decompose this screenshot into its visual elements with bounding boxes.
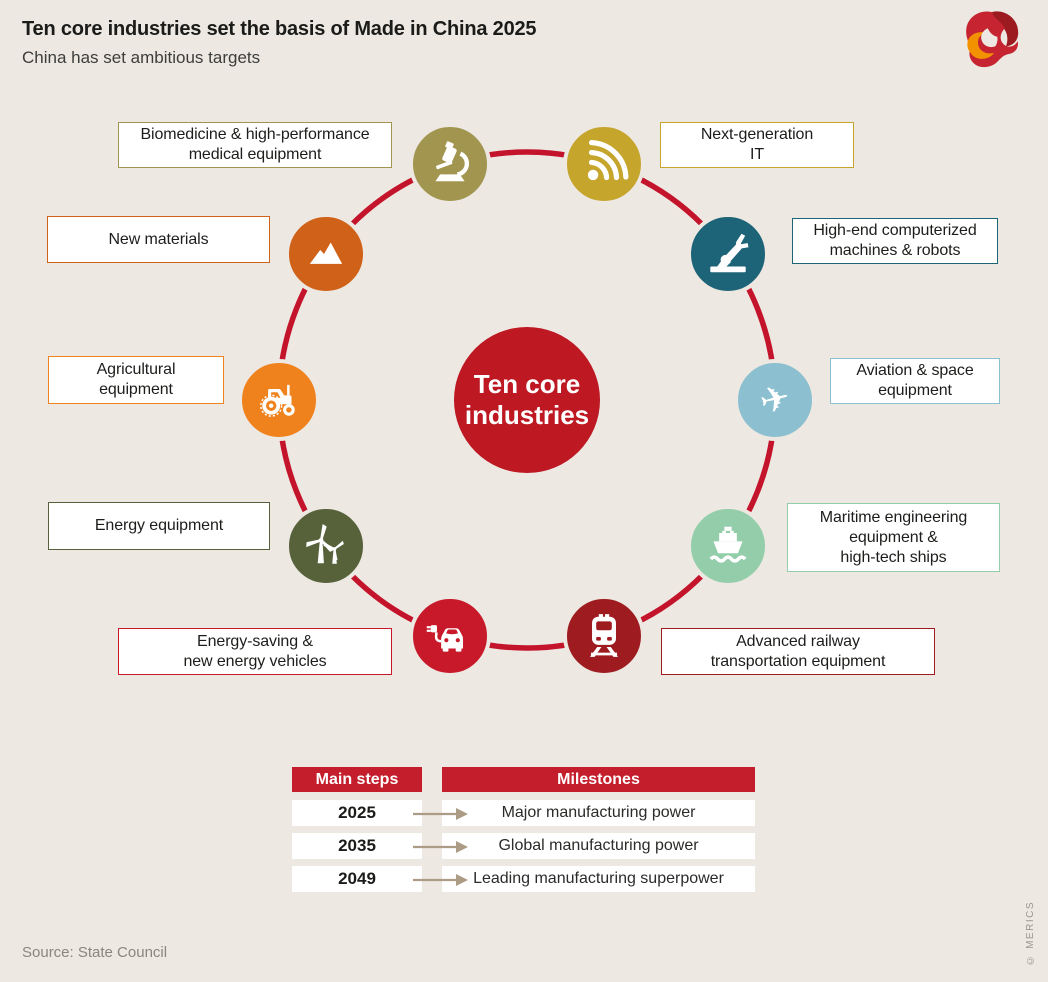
milestone-cell: Major manufacturing power bbox=[442, 800, 755, 826]
milestone-row-2049: 2049 Leading manufacturing superpower bbox=[292, 866, 755, 892]
industry-label-biomedicine: Biomedicine & high-performance medical e… bbox=[118, 122, 392, 168]
industry-label-energy-equipment: Energy equipment bbox=[48, 502, 270, 550]
industry-node-machines-robots bbox=[686, 213, 769, 296]
milestone-cell: Leading manufacturing superpower bbox=[442, 866, 755, 892]
industry-node-aviation-space: ✈ bbox=[734, 359, 816, 441]
train-icon bbox=[579, 611, 629, 661]
arrow-right-icon bbox=[413, 807, 468, 820]
milestone-cell: Global manufacturing power bbox=[442, 833, 755, 859]
wifi-icon bbox=[579, 139, 629, 189]
page-title: Ten core industries set the basis of Mad… bbox=[22, 18, 537, 40]
industry-node-agricultural-equipment bbox=[238, 359, 320, 441]
robot-arm-icon bbox=[703, 229, 753, 279]
microscope-icon bbox=[425, 139, 475, 189]
industry-node-biomedicine bbox=[409, 123, 492, 206]
ship-icon bbox=[703, 521, 753, 571]
industry-label-agricultural-equipment: Agricultural equipment bbox=[48, 356, 224, 404]
industry-label-next-generation-it: Next-generation IT bbox=[660, 122, 854, 168]
arrow-right-icon bbox=[413, 840, 468, 853]
industry-label-new-energy-vehicles: Energy-saving & new energy vehicles bbox=[118, 628, 392, 675]
center-circle: Ten core industries bbox=[454, 327, 600, 473]
step-cell: 2035 bbox=[292, 833, 422, 859]
industry-node-next-generation-it bbox=[562, 123, 645, 206]
industry-node-new-materials bbox=[285, 213, 368, 296]
svg-text:✈: ✈ bbox=[756, 376, 795, 423]
step-cell: 2025 bbox=[292, 800, 422, 826]
industry-node-energy-equipment bbox=[285, 504, 368, 587]
tractor-icon bbox=[254, 375, 304, 425]
copyright-credit: © MERICS bbox=[1025, 901, 1036, 966]
industry-label-machines-robots: High-end computerized machines & robots bbox=[792, 218, 998, 264]
electric-car-icon bbox=[425, 611, 475, 661]
source-note: Source: State Council bbox=[22, 944, 168, 961]
merics-logo bbox=[962, 8, 1022, 72]
industry-label-railway: Advanced railway transportation equipmen… bbox=[661, 628, 935, 675]
page-subtitle: China has set ambitious targets bbox=[22, 48, 261, 67]
milestone-row-2025: 2025 Major manufacturing power bbox=[292, 800, 755, 826]
industry-node-new-energy-vehicles bbox=[409, 594, 492, 677]
industry-label-new-materials: New materials bbox=[47, 216, 270, 263]
industry-label-maritime: Maritime engineering equipment & high-te… bbox=[787, 503, 1000, 572]
wind-turbine-icon bbox=[301, 521, 351, 571]
milestones-table: Main steps Milestones 2025 Major manufact… bbox=[292, 767, 755, 893]
milestone-row-2035: 2035 Global manufacturing power bbox=[292, 833, 755, 859]
industry-node-maritime bbox=[686, 504, 769, 587]
main-steps-header: Main steps bbox=[292, 767, 422, 792]
arrow-right-icon bbox=[413, 873, 468, 886]
industry-label-aviation-space: Aviation & space equipment bbox=[830, 358, 1000, 404]
step-cell: 2049 bbox=[292, 866, 422, 892]
milestones-header: Milestones bbox=[442, 767, 755, 792]
airplane-icon: ✈ bbox=[750, 375, 800, 425]
industry-node-railway bbox=[562, 594, 645, 677]
mountain-icon bbox=[301, 229, 351, 279]
merics-logo-icon bbox=[966, 11, 1019, 68]
